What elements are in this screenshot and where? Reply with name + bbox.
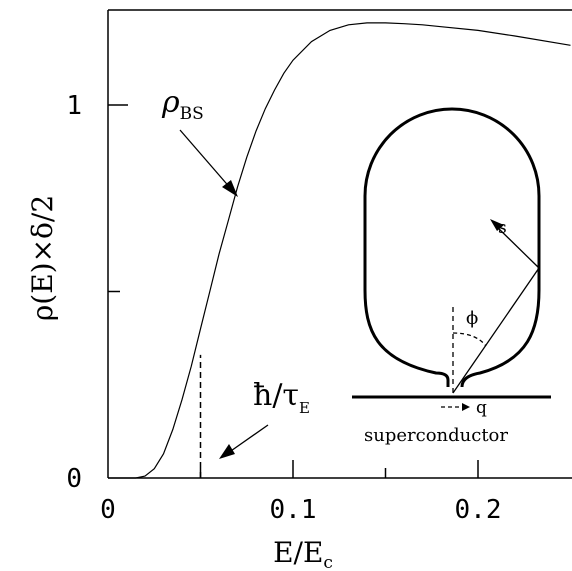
htau-annotation: ħ/τE (253, 378, 310, 417)
rho-bs-arrow-line (179, 129, 233, 191)
tick-labels: 0 0.1 0.2 0 1 (66, 91, 501, 525)
x-axis-label: E/Ec (273, 536, 333, 571)
trajectory-line-1 (452, 267, 540, 394)
phi-arc (452, 332, 487, 347)
x-tick-label: 0 (100, 495, 116, 525)
x-tick-label: 0.1 (270, 495, 317, 525)
rho-bs-symbol: ρ (161, 85, 180, 120)
htau-arrow-head (219, 444, 235, 459)
htau-subscript: E (299, 399, 310, 417)
trajectory-line-2 (495, 225, 540, 269)
ticks (108, 104, 479, 478)
billiard-outline (363, 107, 541, 388)
series-rho-bs-line (108, 22, 571, 479)
trajectory-arrow-head (490, 219, 504, 231)
inset-phi-label: ϕ (466, 308, 478, 329)
inset-s-label: s (498, 218, 507, 238)
y-tick-label: 1 (66, 91, 82, 121)
x-axis-label-sub: c (323, 553, 333, 571)
rho-bs-annotation: ρBS (161, 85, 204, 124)
x-axis-label-main: E/E (273, 536, 323, 569)
inset-superconductor-label: superconductor (364, 425, 508, 446)
htau-arrow-line (227, 424, 269, 454)
y-tick-label: 0 (66, 464, 82, 494)
x-tick-label: 0.2 (455, 495, 502, 525)
rho-bs-arrow-head (222, 180, 238, 197)
rho-bs-subscript: BS (180, 104, 204, 124)
htau-symbol: ħ/τ (253, 378, 299, 413)
inset-billiard: s ϕ q superconductor (352, 107, 551, 446)
inset-q-label: q (476, 398, 487, 418)
q-arrow-head (462, 403, 470, 411)
y-axis-label: ρ(E)×δ/2 (26, 195, 59, 321)
